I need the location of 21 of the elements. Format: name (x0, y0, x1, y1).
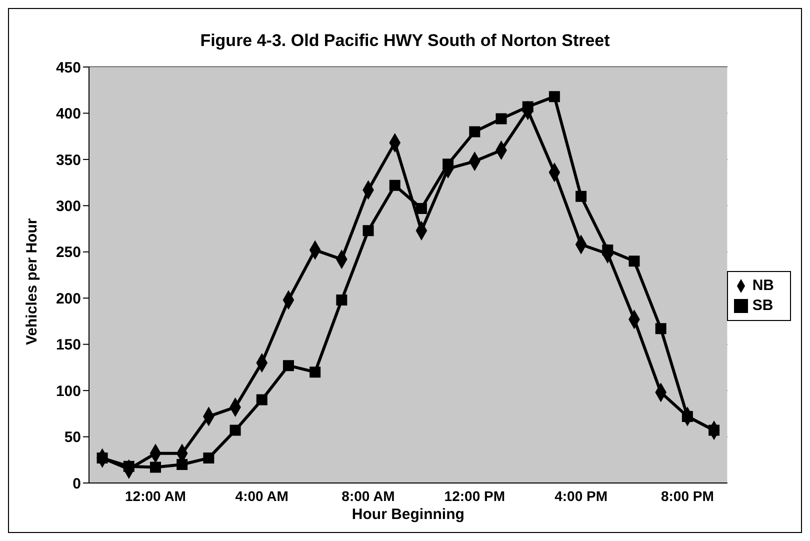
y-tick-label: 400 (56, 106, 81, 123)
y-tick-label: 150 (56, 336, 81, 354)
y-tick-label: 350 (56, 152, 81, 169)
y-tick-label: 200 (56, 290, 81, 308)
y-tick-label: 450 (56, 59, 81, 76)
x-tick-label: 4:00 PM (554, 488, 608, 504)
y-tick-label: 0 (72, 475, 81, 492)
y-tick-label: 250 (56, 244, 81, 262)
y-tick-label: 100 (56, 382, 81, 400)
legend-label: SB (752, 297, 774, 314)
x-tick-label: 12:00 PM (444, 488, 506, 504)
x-tick-label: 8:00 AM (342, 488, 395, 504)
x-tick-label: 4:00 AM (235, 488, 288, 504)
y-axis-title: Vehicles per Hour (23, 218, 40, 345)
chart-title: Figure 4-3. Old Pacific HWY South of Norton Street (199, 30, 611, 52)
x-tick-label: 8:00 PM (660, 488, 714, 504)
legend-label: NB (752, 277, 774, 294)
x-axis-title: Hour Beginning (352, 506, 464, 523)
y-tick-label: 300 (56, 198, 81, 215)
x-tick-label: 12:00 AM (125, 488, 186, 504)
y-tick-label: 50 (64, 429, 81, 446)
